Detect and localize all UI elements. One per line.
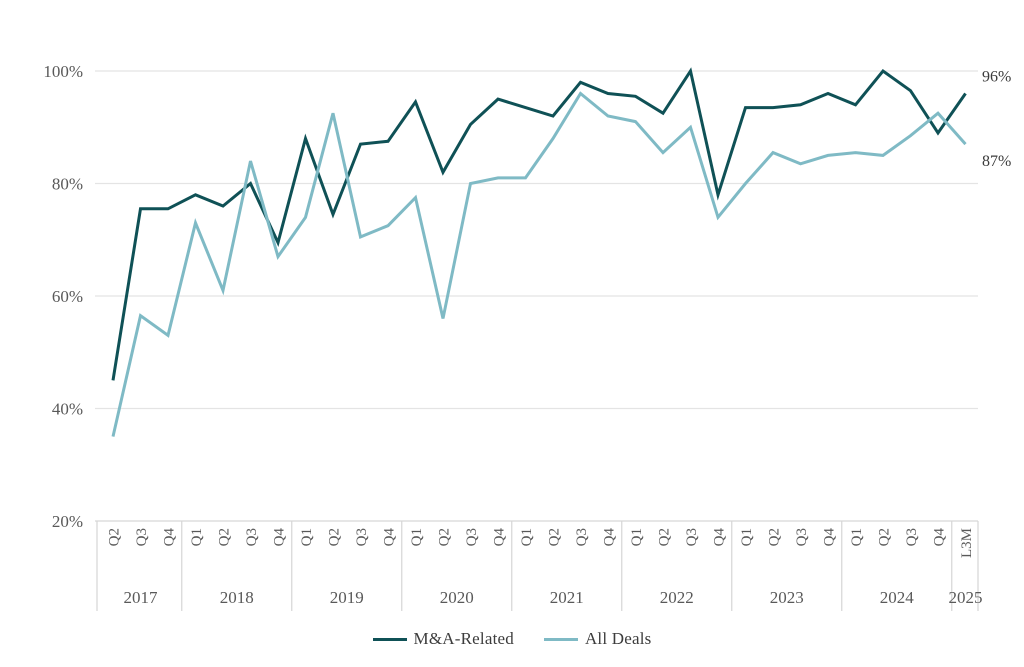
x-axis-year-label: 2020: [440, 588, 474, 607]
x-tick-quarter-label: Q3: [244, 528, 260, 546]
x-tick-quarter-label: Q1: [189, 528, 205, 546]
x-tick-quarter-label: Q4: [162, 528, 178, 547]
y-tick-label: 60%: [52, 287, 83, 306]
legend-label: M&A-Related: [413, 629, 514, 648]
x-tick-quarter-label: Q1: [519, 528, 535, 546]
x-tick-quarter-label: Q3: [134, 528, 150, 546]
x-axis-year-label: 2025: [949, 588, 983, 607]
x-tick-quarter-label: Q1: [629, 528, 645, 546]
x-axis-year-label: 2023: [770, 588, 804, 607]
x-tick-quarter-label: L3M: [959, 528, 975, 558]
legend-item-ma-related: M&A-Related: [372, 629, 514, 649]
x-axis-year-label: 2018: [220, 588, 254, 607]
x-tick-quarter-label: Q3: [574, 528, 590, 546]
x-tick-quarter-label: Q2: [327, 528, 343, 546]
x-tick-quarter-label: Q2: [657, 528, 673, 546]
legend-line-swatch: [372, 637, 407, 641]
x-tick-quarter-label: Q3: [684, 528, 700, 546]
x-tick-quarter-label: Q4: [382, 528, 398, 547]
x-tick-quarter-label: Q4: [492, 528, 508, 547]
legend-line-swatch: [543, 637, 578, 641]
series-line-ma-related: [111, 67, 967, 381]
series-end-value-label: 87%: [982, 153, 1011, 170]
x-tick-quarter-label: Q4: [932, 528, 948, 547]
x-tick-quarter-label: Q1: [849, 528, 865, 546]
x-tick-quarter-label: Q2: [437, 528, 453, 546]
legend-label: All Deals: [584, 629, 652, 648]
y-tick-label: 100%: [43, 62, 83, 81]
x-tick-quarter-label: Q3: [904, 528, 920, 546]
x-axis-year-label: 2019: [330, 588, 364, 607]
y-tick-label: 40%: [52, 400, 83, 419]
x-tick-quarter-label: Q4: [822, 528, 838, 547]
x-tick-quarter-label: Q1: [739, 528, 755, 546]
x-tick-quarter-label: Q2: [767, 528, 783, 546]
x-axis-year-label: 2024: [880, 588, 915, 607]
chart-legend: M&A-Related All Deals: [0, 629, 1024, 649]
x-tick-quarter-label: Q2: [107, 528, 123, 546]
x-axis-year-label: 2021: [550, 588, 584, 607]
x-axis-year-label: 2022: [660, 588, 694, 607]
x-tick-quarter-label: Q4: [602, 528, 618, 547]
x-tick-quarter-label: Q3: [794, 528, 810, 546]
x-tick-quarter-label: Q3: [464, 528, 480, 546]
x-tick-quarter-label: Q1: [299, 528, 315, 546]
y-tick-label: 80%: [52, 175, 83, 194]
x-tick-quarter-label: Q2: [217, 528, 233, 546]
x-tick-quarter-label: Q2: [877, 528, 893, 546]
x-tick-quarter-label: Q3: [354, 528, 370, 546]
x-axis-year-label: 2017: [124, 588, 159, 607]
legend-item-all-deals: All Deals: [543, 629, 652, 649]
x-tick-quarter-label: Q1: [409, 528, 425, 546]
x-tick-quarter-label: Q2: [547, 528, 563, 546]
series-line-all-deals: [111, 91, 967, 437]
x-tick-quarter-label: Q4: [712, 528, 728, 547]
y-tick-label: 20%: [52, 512, 83, 531]
x-tick-quarter-label: Q4: [272, 528, 288, 547]
series-end-value-label: 96%: [982, 69, 1011, 86]
